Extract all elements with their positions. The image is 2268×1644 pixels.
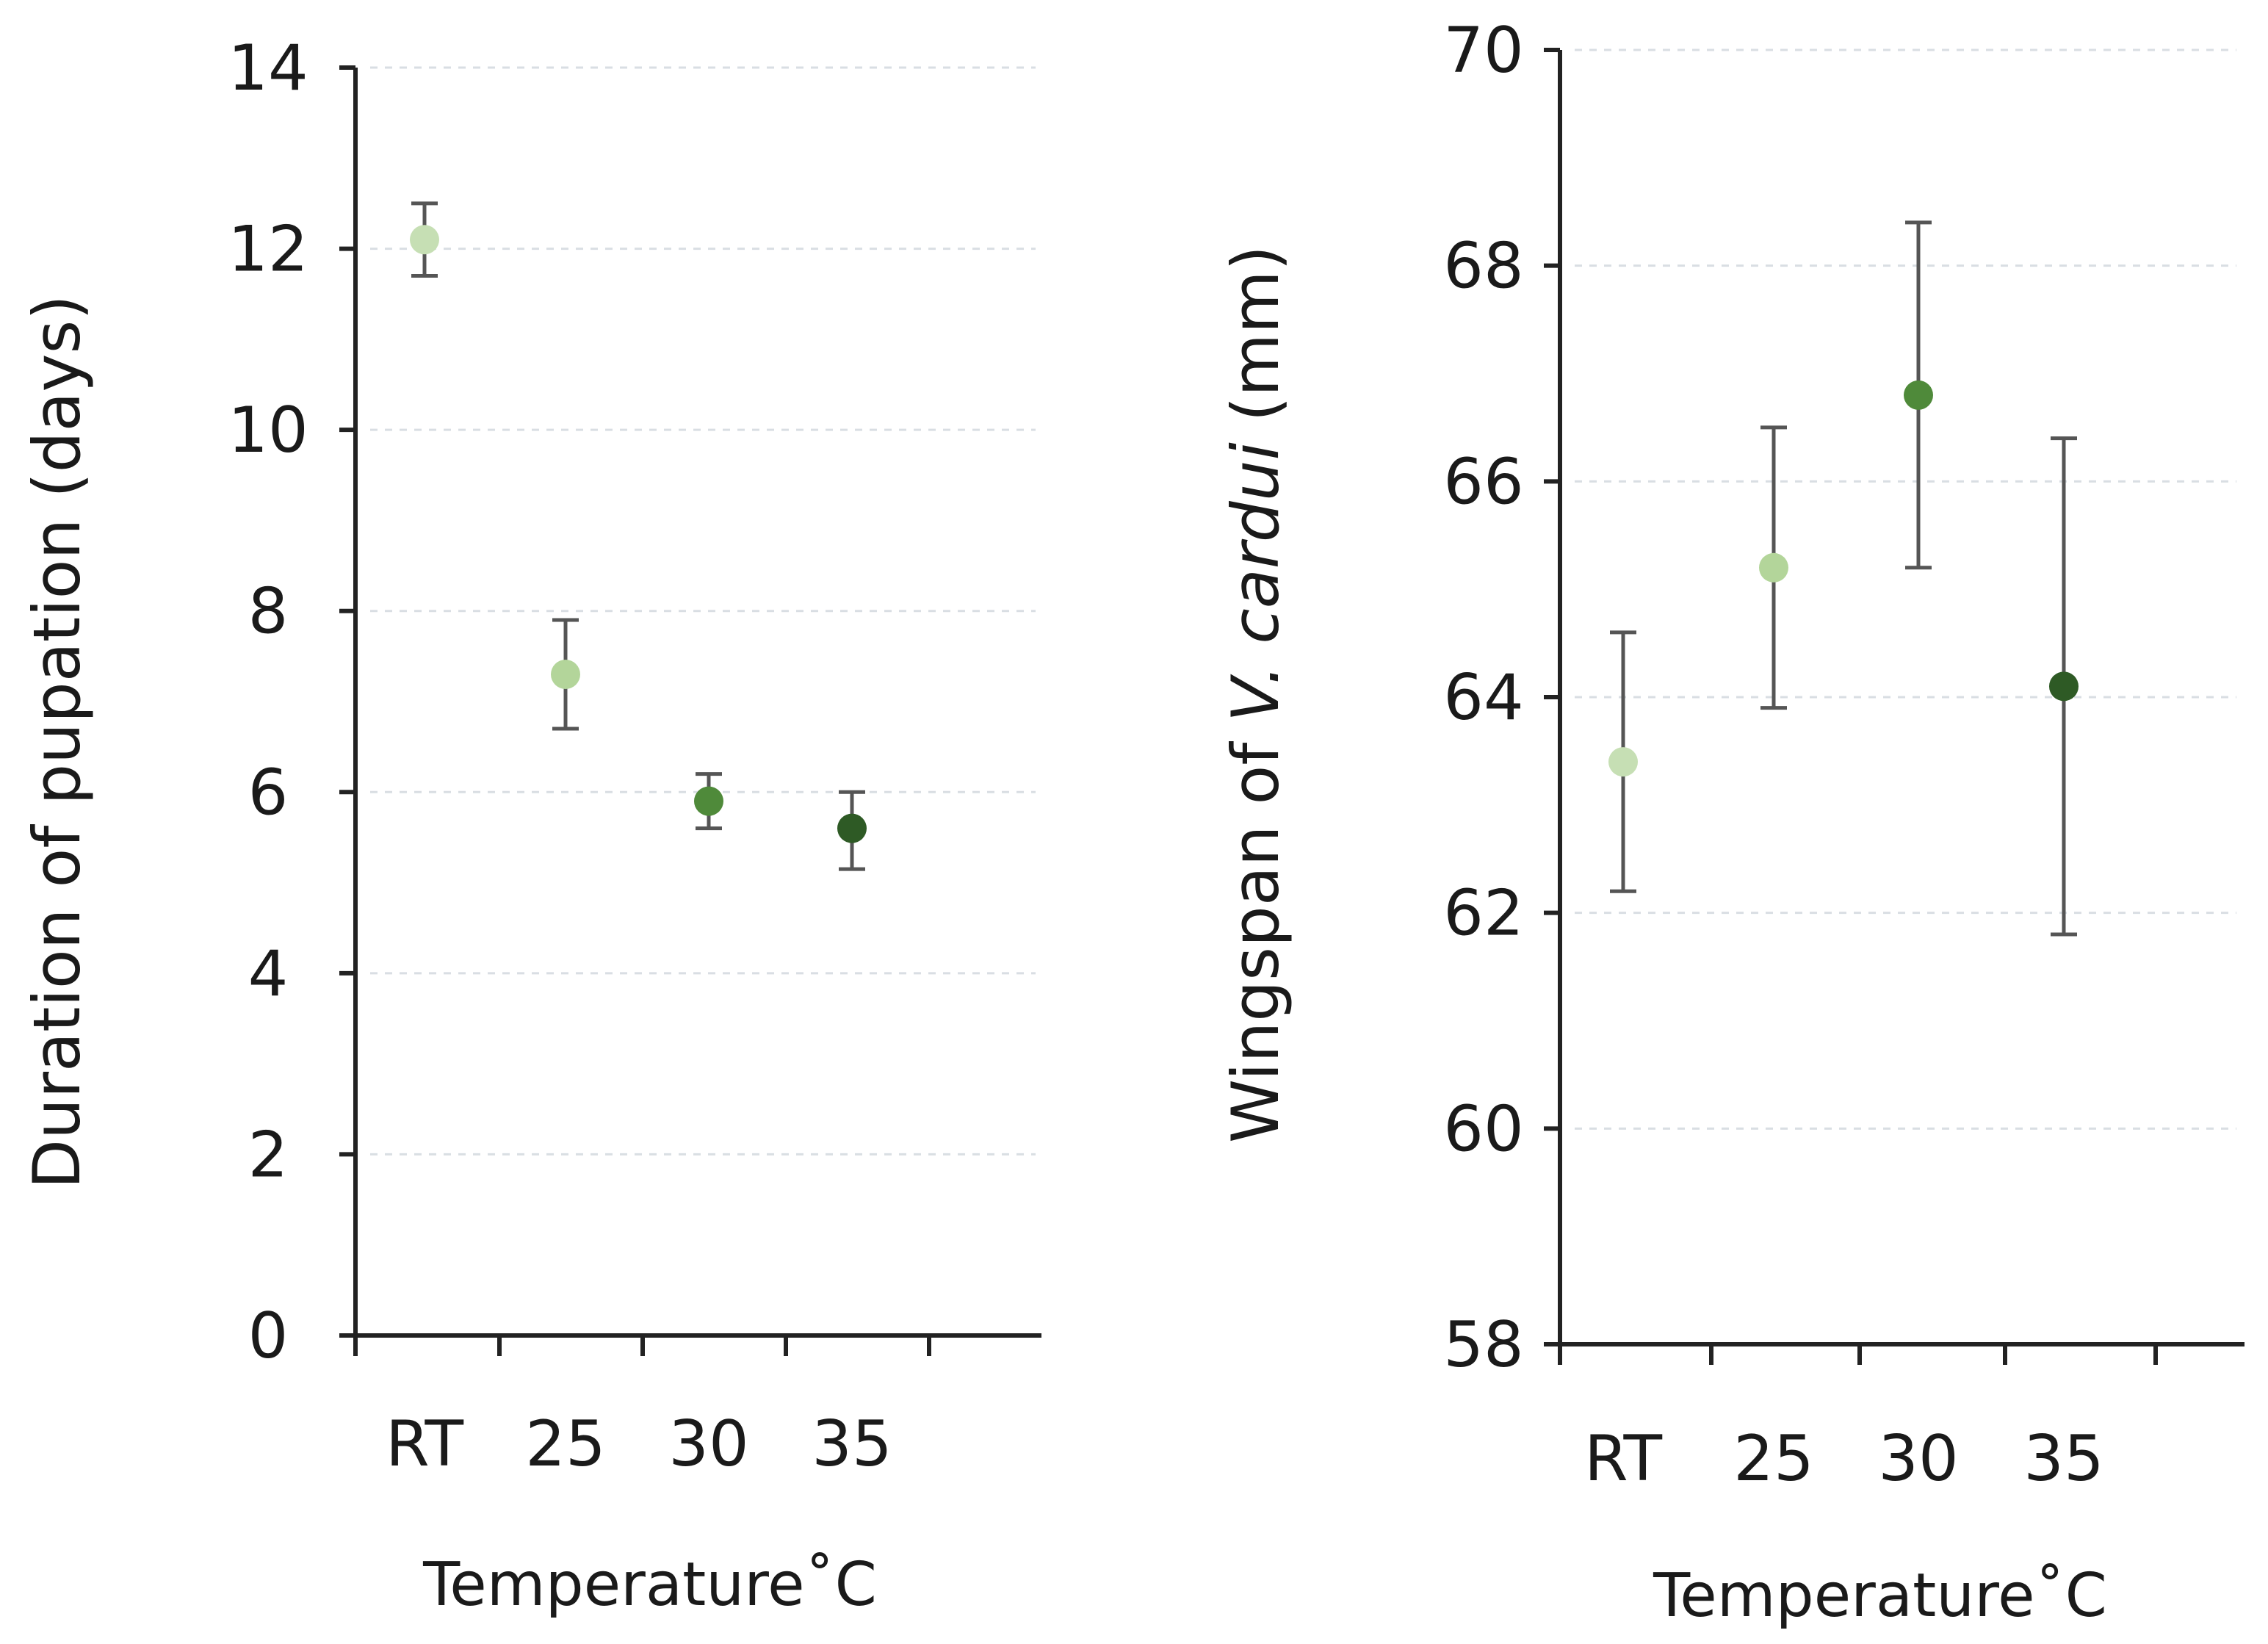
x-axis-title: Temperature˚C — [422, 1550, 877, 1620]
x-axis-ticks: RT 25 30 35 — [353, 1335, 931, 1481]
y-tick-label: 70 — [1443, 14, 1523, 87]
y-axis-title: Duration of pupation (days) — [19, 295, 95, 1189]
y-tick-label: 6 — [248, 756, 289, 829]
data-point — [1759, 552, 1788, 583]
wingspan-chart: 58 60 62 64 66 68 70 RT 25 30 35 Wingspan of V. c… — [1218, 14, 2244, 1631]
x-tick-label: 30 — [1878, 1422, 1958, 1496]
y-axis-title: Wingspan of V. cardui (mm) — [1218, 245, 1293, 1143]
y-tick-label: 66 — [1443, 445, 1523, 519]
data-point — [694, 786, 723, 816]
x-tick-label: 25 — [1733, 1422, 1813, 1496]
x-axis-title: Temperature˚C — [1653, 1561, 2107, 1631]
data-point — [1904, 380, 1933, 410]
gridlines — [370, 66, 1036, 1156]
x-tick-label: 35 — [812, 1407, 892, 1481]
y-axis-ticks: 0 2 4 6 8 10 12 14 — [228, 32, 355, 1373]
data-point — [410, 225, 439, 255]
x-axis-ticks: RT 25 30 35 — [1558, 1344, 2158, 1496]
y-tick-label: 14 — [228, 32, 308, 105]
y-tick-label: 58 — [1443, 1308, 1523, 1382]
x-tick-label: 25 — [525, 1407, 605, 1481]
axes-lines — [353, 68, 1041, 1338]
y-axis-ticks: 58 60 62 64 66 68 70 — [1443, 14, 1560, 1382]
y-tick-label: 62 — [1443, 877, 1523, 951]
x-tick-label: 30 — [668, 1407, 748, 1481]
data-marks — [410, 201, 867, 871]
y-tick-label: 60 — [1443, 1092, 1523, 1166]
data-point — [837, 813, 867, 843]
y-tick-label: 4 — [248, 937, 289, 1011]
y-tick-label: 2 — [248, 1118, 289, 1191]
data-point — [1608, 747, 1638, 777]
y-tick-label: 10 — [228, 394, 308, 467]
x-tick-label: RT — [386, 1407, 463, 1481]
x-tick-label: 35 — [2023, 1422, 2103, 1496]
pupation-chart: 0 2 4 6 8 10 12 14 RT 25 30 35 Duration of pupatio… — [19, 32, 1041, 1620]
y-axis-title-species: V. cardui — [1218, 442, 1293, 722]
y-tick-label: 8 — [248, 575, 289, 649]
y-tick-label: 68 — [1443, 230, 1523, 303]
x-tick-label: RT — [1584, 1422, 1662, 1496]
y-tick-label: 12 — [228, 213, 308, 286]
data-point — [2049, 671, 2079, 702]
y-axis-title-unit: (mm) — [1218, 245, 1293, 442]
y-tick-label: 0 — [248, 1299, 289, 1373]
axes-lines — [1558, 50, 2244, 1346]
y-axis-title-text: Wingspan of — [1218, 722, 1293, 1143]
data-marks — [1608, 220, 2079, 937]
data-point — [551, 660, 580, 690]
gridlines — [1575, 48, 2236, 1130]
y-tick-label: 64 — [1443, 661, 1523, 735]
